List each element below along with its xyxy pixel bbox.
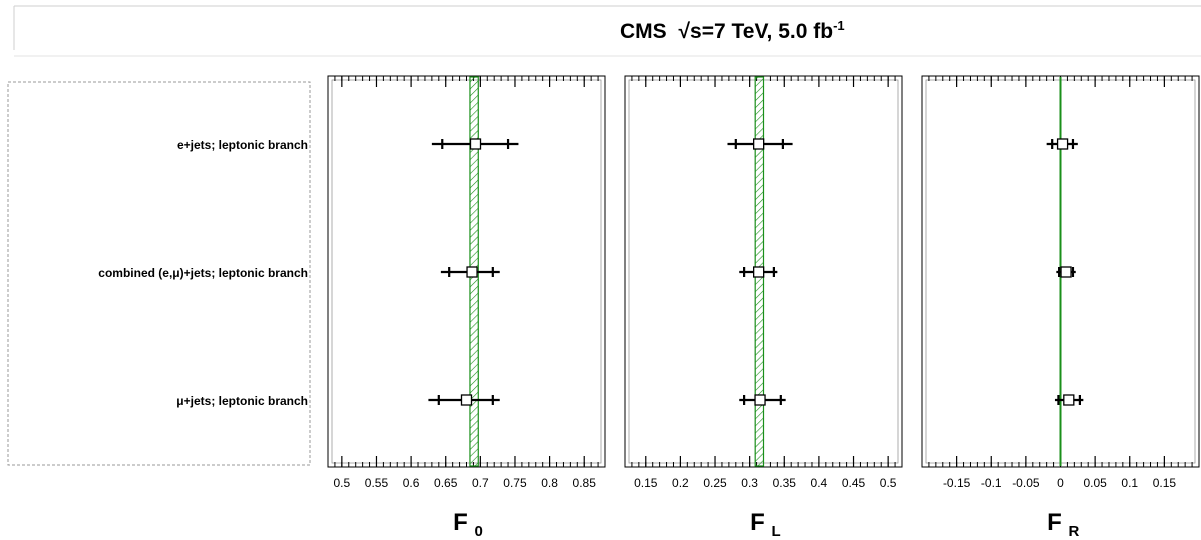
tick-label: 0.8 (541, 476, 558, 490)
tick-label: 0.45 (842, 476, 866, 490)
axis-title: F (1047, 509, 1062, 536)
label-box (7, 81, 311, 466)
tick-label: -0.05 (1012, 476, 1040, 490)
tick-label: 0.7 (472, 476, 489, 490)
chart-title: CMS √s=7 TeV, 5.0 fb-1 (620, 18, 845, 44)
tick-label: 0.6 (403, 476, 420, 490)
axis-title-subscript: R (1069, 523, 1080, 540)
data-point (1063, 394, 1075, 406)
tick-label: 0.2 (672, 476, 689, 490)
tick-label: 0.75 (503, 476, 527, 490)
tick-label: 0.25 (703, 476, 727, 490)
title-lumi-exp: -1 (833, 18, 845, 33)
tick-label: 0.1 (1121, 476, 1138, 490)
data-point (1056, 138, 1069, 150)
tick-label: 0 (1057, 476, 1064, 490)
panel-FR: -0.15 -0.1 -0.05 0 0.05 0.1 0.15 F R (921, 75, 1200, 540)
data-point (754, 394, 766, 406)
data-point (1060, 266, 1072, 278)
tick-label: 0.4 (811, 476, 828, 490)
tick-label: -0.15 (943, 476, 971, 490)
tick-label: 0.15 (634, 476, 658, 490)
tick-label: 0.15 (1153, 476, 1177, 490)
tick-label: 0.85 (573, 476, 597, 490)
panels: 0.5 0.55 0.6 0.65 0.7 0.75 0.8 0.85F 00.15 0.2 0.2… (327, 75, 1200, 540)
sqrt-symbol: √s= (678, 20, 714, 43)
title-lumi: 5.0 fb (778, 20, 834, 43)
axis-title: F (453, 509, 468, 536)
panel-F0: 0.5 0.55 0.6 0.65 0.7 0.75 0.8 0.85 F 0 (327, 75, 606, 540)
row-label-combined: combined (e,μ)+jets; leptonic branch (98, 266, 308, 280)
row-label-mujets: μ+jets; leptonic branch (176, 394, 308, 408)
tick-label: -0.1 (981, 476, 1002, 490)
title-energy: 7 TeV, (713, 20, 773, 43)
axis-title: F (750, 509, 765, 536)
data-point (466, 266, 478, 278)
row-label-ejets: e+jets; leptonic branch (177, 138, 308, 152)
tick-label: 0.05 (1083, 476, 1107, 490)
tick-label: 0.3 (741, 476, 758, 490)
tick-label: 0.5 (334, 476, 351, 490)
tick-label: 0.55 (365, 476, 389, 490)
axis-title-subscript: 0 (475, 523, 483, 540)
title-experiment: CMS (620, 20, 667, 43)
data-point (753, 138, 765, 150)
data-point (460, 394, 473, 406)
data-point (753, 266, 765, 278)
axis-title-subscript: L (772, 523, 781, 540)
panel-FL: 0.15 0.2 0.25 0.3 0.35 0.4 0.45 0.5 F L (624, 75, 903, 540)
tick-label: 0.35 (773, 476, 797, 490)
tick-label: 0.5 (880, 476, 897, 490)
data-point (469, 138, 482, 150)
tick-label: 0.65 (434, 476, 458, 490)
